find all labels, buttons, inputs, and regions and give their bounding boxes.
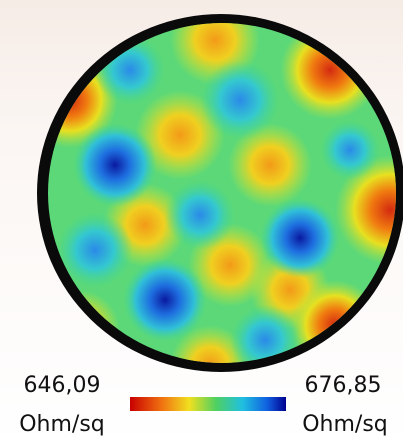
resistance-map: 646,09 Ohm/sq 676,85 Ohm/sq <box>0 0 403 446</box>
colorbar <box>130 397 286 411</box>
colorbar-min-label: 646,09 <box>24 373 101 398</box>
colorbar-max-label: 676,85 <box>305 373 382 398</box>
colorbar-min-unit: Ohm/sq <box>19 412 105 437</box>
colorbar-max-unit: Ohm/sq <box>302 412 388 437</box>
